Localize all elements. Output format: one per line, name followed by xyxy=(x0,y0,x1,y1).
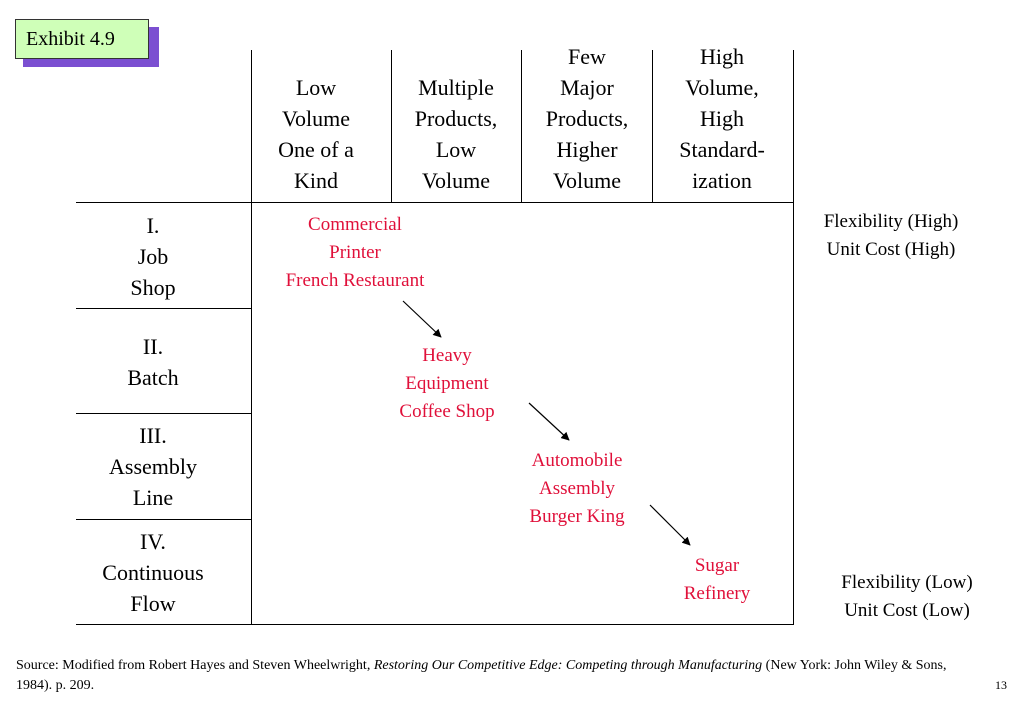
column-header-multiple-products: Multiple Products, Low Volume xyxy=(414,75,498,193)
example-assembly-line: Automobile Assembly Burger King xyxy=(529,450,625,527)
arrow-assembly-to-flow xyxy=(649,504,691,546)
row-divider xyxy=(76,308,251,309)
row-divider xyxy=(76,202,251,203)
column-divider xyxy=(652,50,653,202)
row-header-assembly-line: III. Assembly Line xyxy=(109,422,197,510)
row-divider xyxy=(76,413,251,414)
matrix-box xyxy=(251,202,794,625)
source-citation: Source: Modified from Robert Hayes and S… xyxy=(16,658,947,693)
column-header-high-volume: High Volume, High Standard-ization xyxy=(679,44,765,193)
exhibit-label: Exhibit 4.9 xyxy=(15,19,149,59)
column-divider xyxy=(793,50,794,202)
column-header-low-volume: Low Volume One of a Kind xyxy=(278,75,354,193)
row-header-continuous-flow: IV. Continuous Flow xyxy=(102,528,204,616)
flexibility-high-label: Flexibility (High) Unit Cost (High) xyxy=(823,211,959,260)
row-header-batch: II. Batch xyxy=(127,334,179,390)
row-divider xyxy=(76,519,251,520)
example-job-shop: Commercial Printer French Restaurant xyxy=(285,214,425,291)
arrow-job-to-batch xyxy=(402,300,442,338)
example-batch: Heavy Equipment Coffee Shop xyxy=(399,345,495,422)
column-divider xyxy=(251,50,252,202)
page-number: 13 xyxy=(995,678,1007,692)
example-continuous-flow: Sugar Refinery xyxy=(683,555,751,604)
row-divider xyxy=(76,624,251,625)
column-divider xyxy=(391,50,392,202)
row-header-job-shop: I. Job Shop xyxy=(130,212,176,300)
column-divider xyxy=(521,50,522,202)
column-header-few-major-products: Few Major Products, Higher Volume xyxy=(545,44,629,193)
arrow-batch-to-assembly xyxy=(528,402,570,441)
flexibility-low-label: Flexibility (Low) Unit Cost (Low) xyxy=(841,572,973,621)
